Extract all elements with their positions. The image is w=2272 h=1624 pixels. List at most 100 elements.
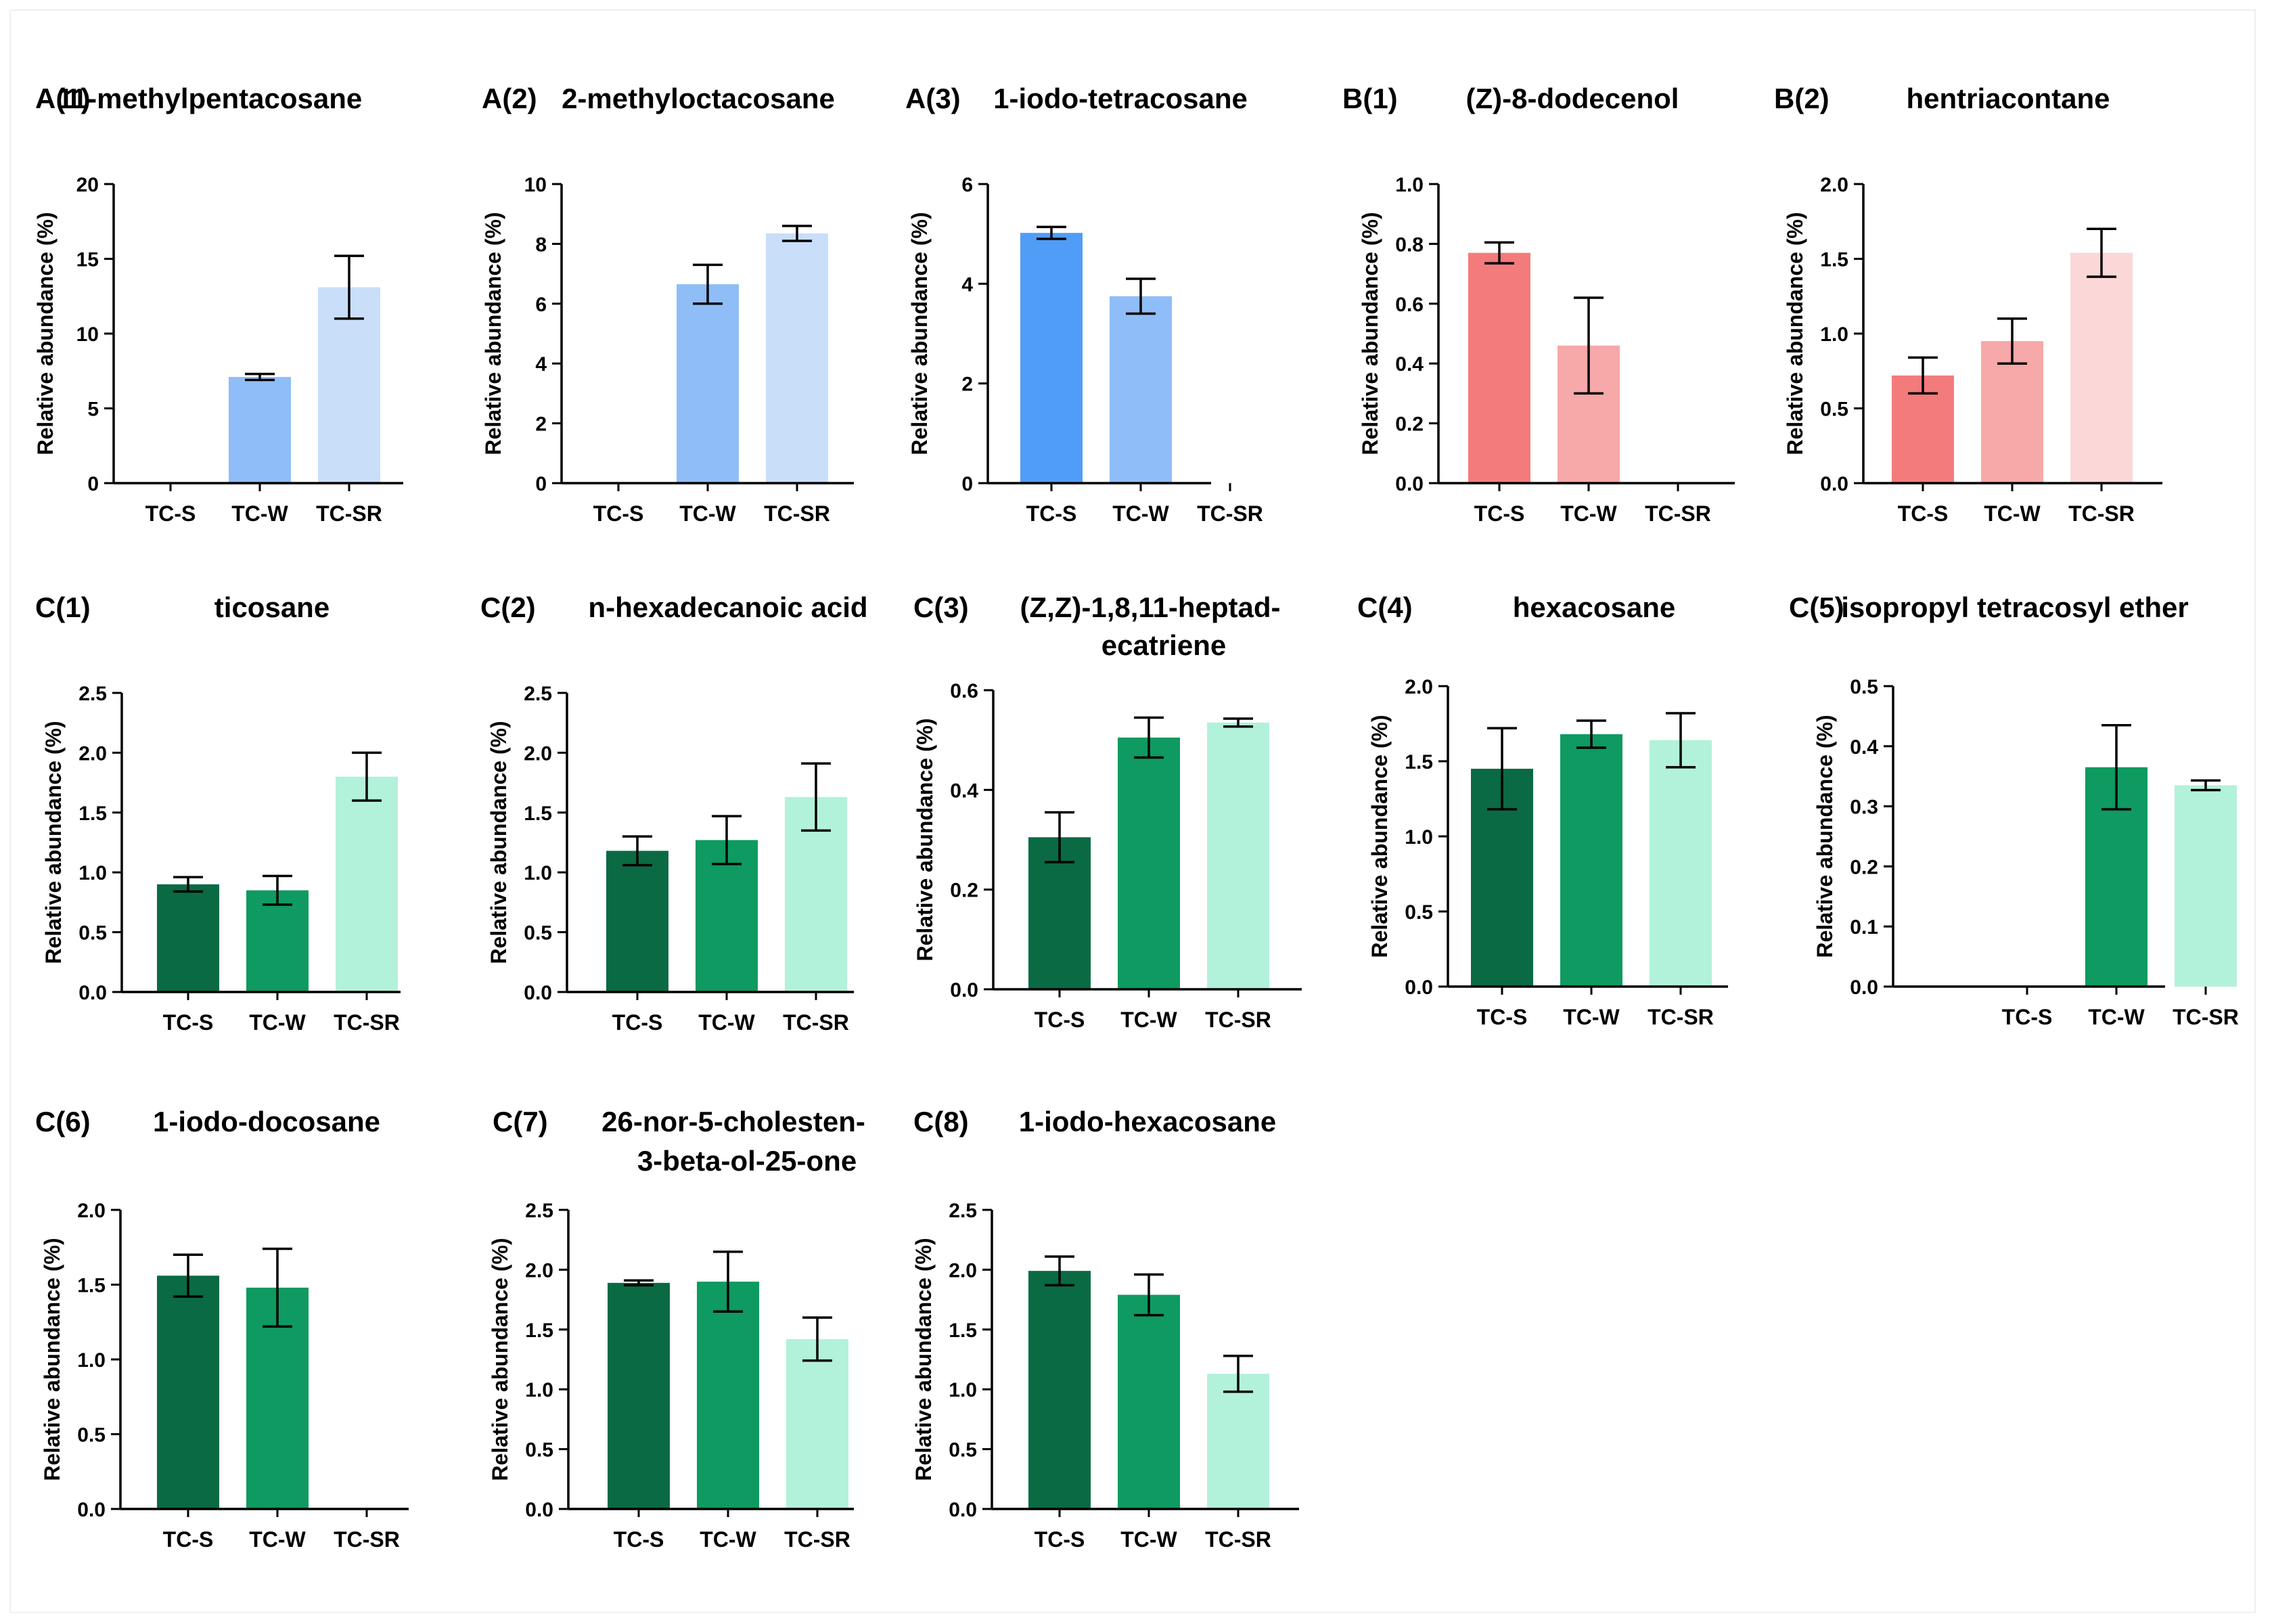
chart-title: n-hexadecanoic acid (588, 591, 867, 623)
chart-panel: C(5)isopropyl tetracosyl ether 0.0 0.1 0.2 0… (1789, 591, 2239, 1029)
y-tick-label: 2.0 (78, 742, 107, 765)
y-tick-label: 0.0 (525, 1499, 553, 1521)
chart-title: 1-iodo-docosane (153, 1106, 380, 1137)
panel-label: C(6) (35, 1106, 91, 1137)
bar (336, 776, 398, 992)
bar (1110, 296, 1172, 483)
x-tick-label: TC-S (1898, 501, 1949, 526)
y-axis-label: Relative abundance (%) (1367, 715, 1392, 957)
y-tick-label: 1.0 (77, 1349, 106, 1372)
y-tick-label: 0.0 (1405, 976, 1433, 999)
x-tick-label: TC-W (1120, 1008, 1177, 1032)
bar (1028, 1271, 1091, 1509)
x-tick-label: TC-W (2088, 1005, 2145, 1029)
panel-label: A(2) (482, 83, 537, 114)
x-tick-label: TC-S (1035, 1008, 1085, 1032)
y-tick-label: 2.0 (525, 1259, 553, 1282)
y-tick-label: 0 (961, 473, 973, 495)
y-axis-label: Relative abundance (%) (481, 212, 505, 455)
bar (2175, 785, 2237, 987)
y-tick-label: 1.0 (1820, 323, 1848, 346)
y-axis-label: Relative abundance (%) (907, 212, 932, 455)
x-tick-label: TC-SR (784, 1527, 850, 1552)
y-tick-label: 10 (524, 174, 547, 196)
chart-title-line2: 3-beta-ol-25-one (637, 1145, 857, 1177)
panel-label: C(3) (913, 591, 969, 623)
y-tick-label: 0.5 (78, 922, 107, 945)
y-tick-label: 0.6 (1395, 294, 1424, 316)
x-tick-label: TC-SR (334, 1010, 400, 1035)
x-tick-label: TC-SR (1205, 1008, 1271, 1032)
y-tick-label: 1.0 (525, 1379, 553, 1401)
chart-title: isopropyl tetracosyl ether (1841, 591, 2189, 623)
y-tick-label: 1.5 (949, 1320, 977, 1342)
x-tick-label: TC-W (698, 1010, 755, 1035)
x-tick-label: TC-W (249, 1527, 306, 1552)
chart-panel: C(1) ticosane 0.0 0.5 1.0 1.5 2.0 2.5 Relative a… (35, 591, 401, 1035)
chart-title: 1-iodo-tetracosane (993, 83, 1248, 114)
chart-title: (Z)-8-dodecenol (1466, 83, 1679, 114)
y-tick-label: 2.0 (524, 742, 552, 765)
y-tick-label: 5 (87, 399, 99, 421)
y-axis-label: Relative abundance (%) (488, 1238, 512, 1481)
x-tick-label: TC-SR (2173, 1005, 2239, 1029)
x-tick-label: TC-W (700, 1527, 756, 1552)
bar (1560, 734, 1622, 987)
bar (1650, 740, 1712, 987)
y-tick-label: 2 (535, 413, 547, 436)
bar (1981, 341, 2043, 483)
panel-label: C(5) (1789, 591, 1844, 623)
chart-title: ticosane (214, 591, 330, 623)
y-tick-label: 1.0 (949, 1379, 977, 1401)
y-tick-label: 1.0 (78, 862, 107, 884)
chart-title: 2-methyloctacosane (562, 83, 835, 114)
y-axis-label: Relative abundance (%) (41, 721, 66, 964)
y-axis-label: Relative abundance (%) (40, 1238, 64, 1481)
y-tick-label: 0 (535, 473, 547, 495)
x-tick-label: TC-W (231, 501, 288, 526)
y-tick-label: 0.5 (525, 1439, 553, 1462)
y-axis-label: Relative abundance (%) (911, 1238, 936, 1481)
x-tick-label: TC-SR (334, 1527, 400, 1552)
y-tick-label: 0.4 (950, 780, 978, 802)
y-tick-label: 1.5 (77, 1275, 106, 1297)
y-tick-label: 2.5 (78, 683, 107, 705)
bar (606, 851, 668, 992)
y-tick-label: 2.0 (1820, 174, 1848, 196)
y-tick-label: 20 (76, 174, 99, 196)
x-tick-label: TC-SR (783, 1010, 849, 1035)
y-tick-label: 0.5 (1405, 901, 1433, 924)
x-tick-label: TC-S (145, 501, 196, 526)
x-tick-label: TC-SR (764, 501, 830, 526)
panel-label: C(1) (35, 591, 91, 623)
y-tick-label: 1.0 (524, 862, 552, 884)
chart-panel: C(7) 26-nor-5-cholesten- 3-beta-ol-25-one 0… (488, 1106, 865, 1552)
y-tick-label: 2.0 (77, 1200, 106, 1222)
y-tick-label: 6 (535, 294, 547, 316)
x-tick-label: TC-SR (1645, 501, 1711, 526)
x-tick-label: TC-S (612, 1010, 663, 1035)
bar (608, 1282, 670, 1509)
x-tick-label: TC-W (1120, 1527, 1177, 1552)
y-tick-label: 0.0 (524, 982, 552, 1004)
x-tick-label: TC-W (249, 1010, 306, 1035)
y-tick-label: 8 (535, 233, 547, 256)
chart-panel: A(3) 1-iodo-tetracosane 0 2 4 6 Relative abund… (905, 83, 1263, 526)
chart-panel: B(2) hentriacontane 0.0 0.5 1.0 1.5 2.0 Relativ… (1774, 83, 2162, 526)
panel-label: C(8) (913, 1106, 969, 1137)
bar (2070, 252, 2133, 483)
x-tick-label: TC-W (1984, 501, 2041, 526)
x-tick-label: TC-S (163, 1010, 214, 1035)
bar (1020, 233, 1083, 483)
x-tick-label: TC-S (593, 501, 644, 526)
panel-label: C(2) (480, 591, 536, 623)
y-tick-label: 2.0 (1405, 676, 1433, 698)
y-tick-label: 4 (961, 273, 973, 296)
figure-frame (9, 9, 2256, 1613)
bar (677, 284, 739, 483)
x-tick-label: TC-SR (2068, 501, 2135, 526)
y-tick-label: 2.5 (524, 683, 552, 705)
y-tick-label: 0.0 (1820, 473, 1848, 495)
y-tick-label: 0.5 (1820, 399, 1848, 421)
